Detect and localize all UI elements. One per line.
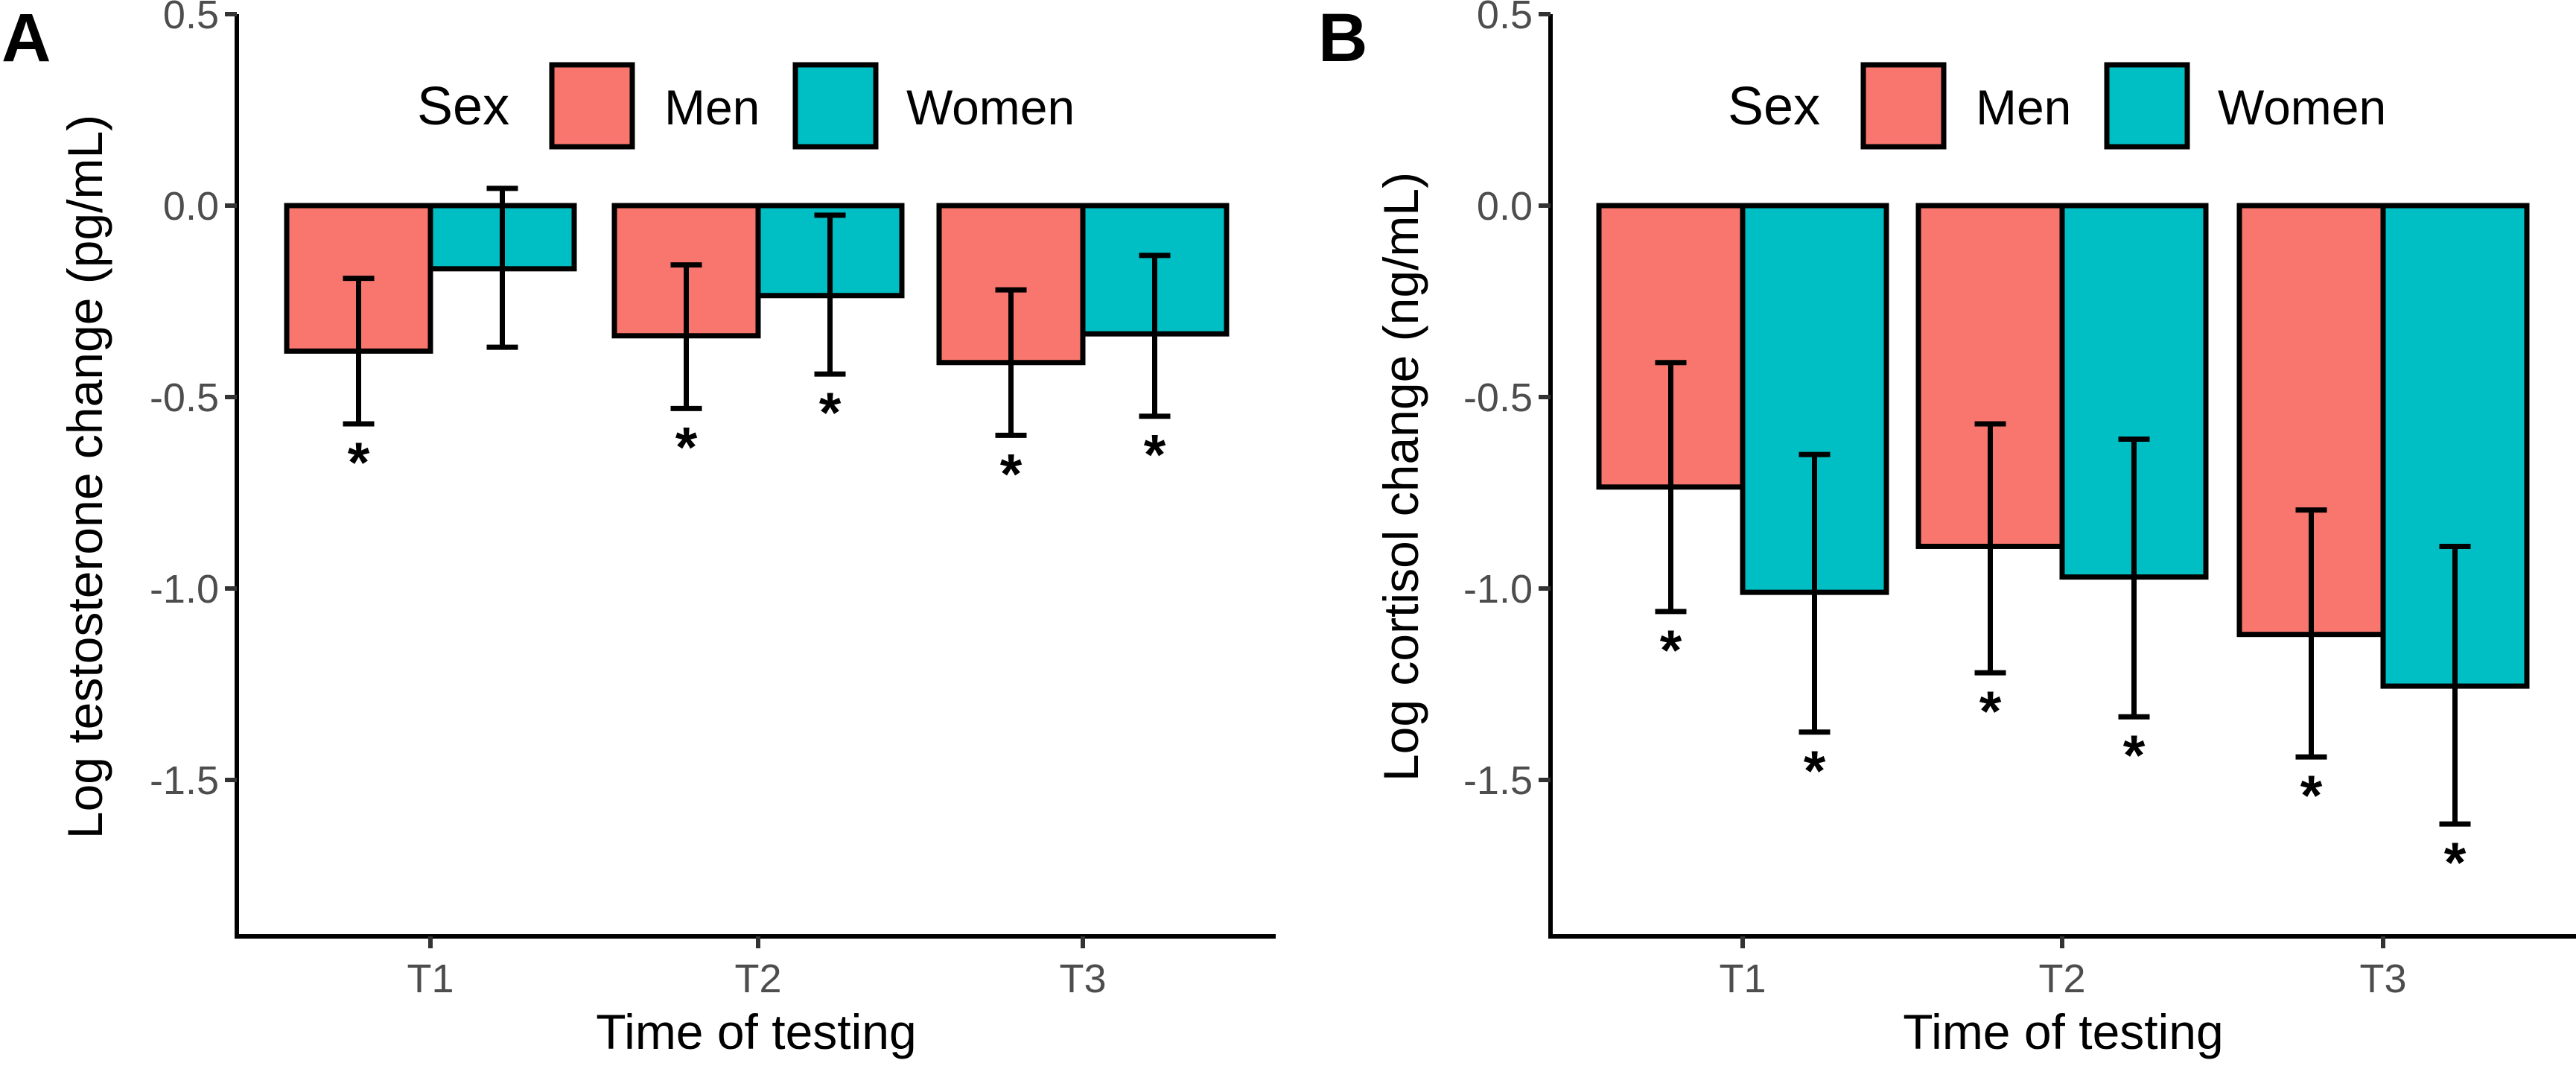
significance-star: * <box>2300 764 2323 828</box>
x-tick-label: T1 <box>407 956 454 1001</box>
error-bar-men-t2 <box>1974 421 2006 676</box>
y-tick-label: 0.0 <box>163 184 219 229</box>
legend-key-women <box>2104 62 2190 150</box>
y-axis-title: Log testosterone change (pg/mL) <box>57 115 112 839</box>
error-bar-women-t1 <box>486 185 518 350</box>
legend-key-men <box>1860 62 1947 150</box>
y-tick-label: -1.5 <box>1463 758 1533 803</box>
legend-label-men: Men <box>1976 80 2071 135</box>
error-bar-women-t2 <box>814 212 846 377</box>
error-bar-men-t1 <box>1655 360 1687 615</box>
x-tick-label: T3 <box>2359 956 2406 1001</box>
legend-label-women: Women <box>2218 80 2386 135</box>
legend: Sex Men Women <box>1728 62 2386 150</box>
legend-key-men <box>549 62 635 150</box>
panel-b: B * * * * * * 0.5 0.0 -0.5 -1.0 -1.5 T1 T2 T3 Time of t… <box>1318 0 2576 1059</box>
significance-star: * <box>1660 619 1682 682</box>
error-bar-women-t2 <box>2118 437 2150 720</box>
significance-star: * <box>1000 442 1023 506</box>
significance-star: * <box>2444 831 2467 895</box>
panel-a: A * * * * * 0.5 0.0 -0.5 -1.0 -1.5 T1 T2 T3 Time of te… <box>1 0 1276 1059</box>
y-tick-label: -0.5 <box>150 375 219 420</box>
error-bar-women-t3 <box>1139 253 1171 419</box>
error-bar-men-t1 <box>343 276 375 427</box>
y-axis-title: Log cortisol change (ng/mL) <box>1373 172 1428 781</box>
legend-title: Sex <box>417 77 509 136</box>
significance-star: * <box>348 431 370 495</box>
x-axis-title: Time of testing <box>1903 1004 2223 1059</box>
x-tick-label: T3 <box>1059 956 1106 1001</box>
error-bar-men-t2 <box>670 262 702 411</box>
y-tick-label: 0.5 <box>163 0 219 37</box>
error-bar-women-t1 <box>1799 451 1831 735</box>
error-bar-men-t3 <box>995 287 1027 438</box>
significance-star: * <box>675 416 698 479</box>
error-bar-men-t3 <box>2295 507 2327 760</box>
x-axis-title: Time of testing <box>596 1004 916 1059</box>
y-tick-label: 0.5 <box>1477 0 1533 37</box>
legend: Sex Men Women <box>417 62 1075 150</box>
legend-label-women: Women <box>906 80 1075 135</box>
legend-label-men: Men <box>664 80 760 135</box>
error-bar-women-t3 <box>2439 543 2471 827</box>
legend-title: Sex <box>1728 77 1820 136</box>
y-tick-label: -1.0 <box>1463 567 1533 612</box>
panel-label: B <box>1318 0 1367 76</box>
legend-key-women <box>792 62 879 150</box>
y-tick-label: -1.0 <box>150 567 219 612</box>
y-tick-label: -0.5 <box>1463 375 1533 420</box>
x-tick-label: T1 <box>1719 956 1766 1001</box>
panel-label: A <box>1 0 51 76</box>
x-tick-label: T2 <box>2038 956 2085 1001</box>
y-tick-label: 0.0 <box>1477 184 1533 229</box>
significance-star: * <box>819 381 842 445</box>
y-tick-label: -1.5 <box>150 758 219 803</box>
significance-star: * <box>1979 680 2002 743</box>
significance-star: * <box>1144 424 1166 487</box>
significance-star: * <box>1804 740 1826 803</box>
significance-star: * <box>2123 724 2146 787</box>
x-tick-label: T2 <box>734 956 781 1001</box>
